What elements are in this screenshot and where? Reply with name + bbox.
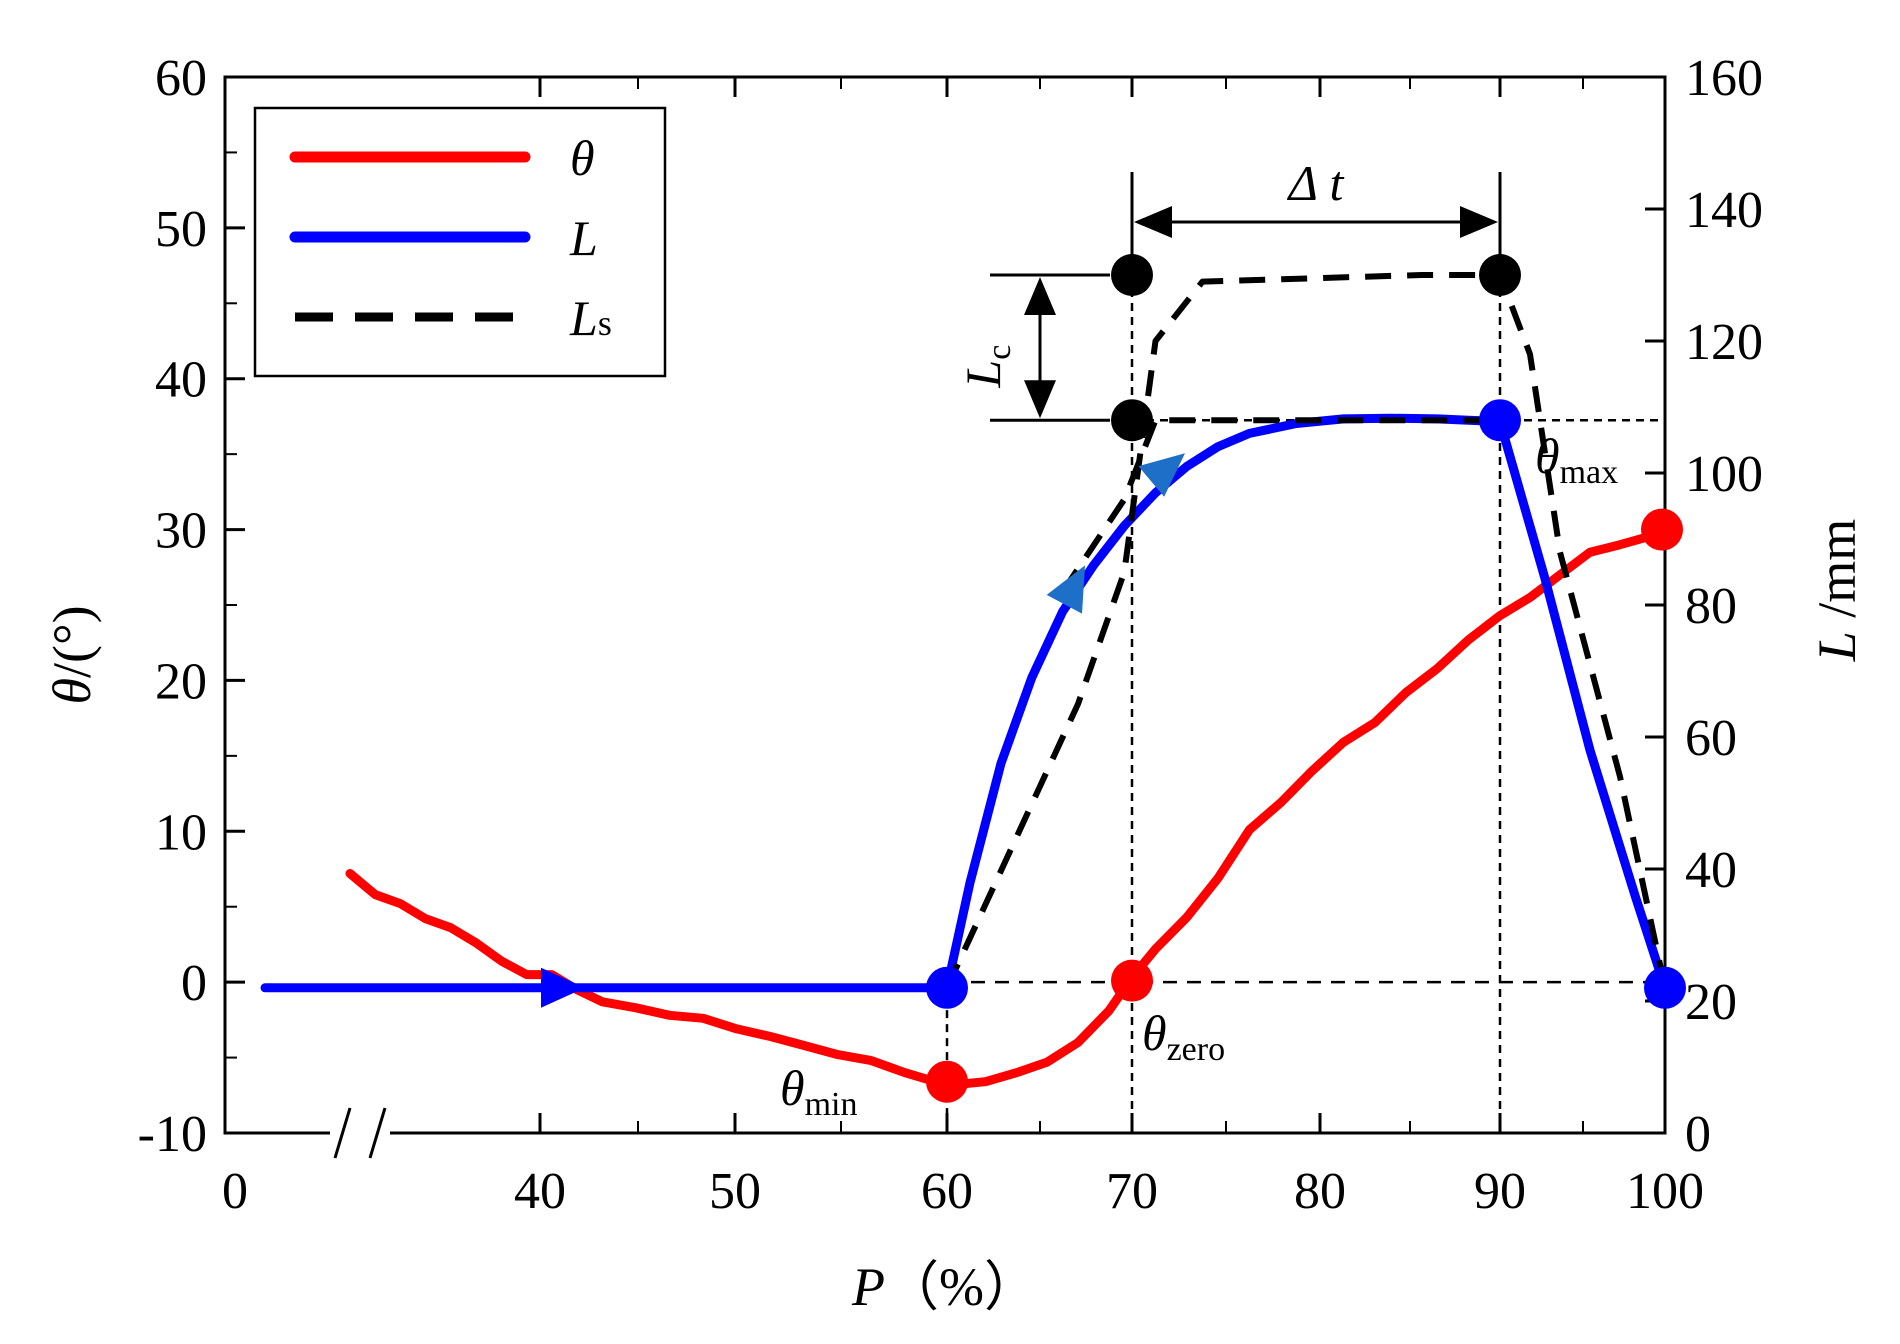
theta-zero-label: θzero [1142, 1005, 1225, 1068]
dt-arrow-left-icon [1134, 206, 1172, 238]
axis-break-gap [330, 1127, 390, 1139]
direction-arrow-icon [1138, 453, 1185, 497]
legend: θL Ls [253, 106, 667, 378]
x-tick-label: 0 [222, 1163, 248, 1220]
y-right-tick-label: 80 [1685, 578, 1737, 635]
y-left-axis-title: θ/(°) [42, 605, 102, 704]
x-tick-label: 90 [1474, 1163, 1526, 1220]
data-marker [1644, 966, 1686, 1009]
y-left-tick-label: -10 [138, 1106, 207, 1163]
x-tick-label: 50 [709, 1163, 761, 1220]
x-tick-label: 70 [1106, 1163, 1158, 1220]
delta-t-label: Δ t [1287, 155, 1345, 211]
y-right-tick-label: 60 [1685, 710, 1737, 767]
y-right-tick-label: 140 [1685, 182, 1763, 239]
y-right-tick-label: 0 [1685, 1106, 1711, 1163]
x-tick-label: 80 [1294, 1163, 1346, 1220]
y-right-axis-title: L /mm [1807, 519, 1867, 663]
legend-label: θ [570, 130, 595, 186]
axis-break-mark [368, 1107, 387, 1159]
y-left-tick-label: 0 [181, 955, 207, 1012]
data-marker [1479, 399, 1521, 442]
y-left-tick-label: 40 [155, 352, 207, 409]
legend-label: L [569, 210, 598, 266]
legend-label: Ls [569, 290, 612, 346]
y-right-tick-label: 100 [1685, 446, 1763, 503]
data-marker [926, 966, 968, 1009]
data-marker [926, 1060, 968, 1103]
y-left-tick-label: 30 [155, 503, 207, 560]
lc-arrow-down-icon [1024, 380, 1056, 419]
y-right-tick-label: 20 [1685, 974, 1737, 1031]
y-left-tick-label: 50 [155, 201, 207, 258]
x-tick-label: 60 [921, 1163, 973, 1220]
y-left-tick-label: 20 [155, 653, 207, 710]
data-marker [1111, 399, 1153, 442]
theta-min-label: θmin [780, 1060, 857, 1123]
y-left-tick-label: 10 [155, 804, 207, 861]
x-axis-title: P（%） [851, 1257, 1038, 1317]
data-marker [1111, 959, 1153, 1002]
x-tick-label: 40 [514, 1163, 566, 1220]
series-θ [345, 529, 1662, 1090]
y-right-tick-label: 160 [1685, 50, 1763, 107]
lc-label: Lc [955, 345, 1018, 389]
dt-arrow-right-icon [1460, 206, 1498, 238]
x-tick-label: 100 [1626, 1163, 1704, 1220]
series-Ls [944, 272, 1668, 990]
direction-arrow-icon [1046, 565, 1085, 614]
theta-max-label: θmax [1535, 428, 1618, 491]
lc-arrow-up-icon [1024, 277, 1056, 315]
axis-break-mark [333, 1107, 352, 1159]
series-Ls-lower [1060, 417, 1500, 594]
y-right-tick-label: 120 [1685, 314, 1763, 371]
y-left-tick-label: 60 [155, 50, 207, 107]
direction-arrow-icon [541, 967, 585, 1008]
y-right-tick-label: 40 [1685, 842, 1737, 899]
data-marker [1641, 508, 1683, 551]
series-L [260, 413, 1670, 993]
